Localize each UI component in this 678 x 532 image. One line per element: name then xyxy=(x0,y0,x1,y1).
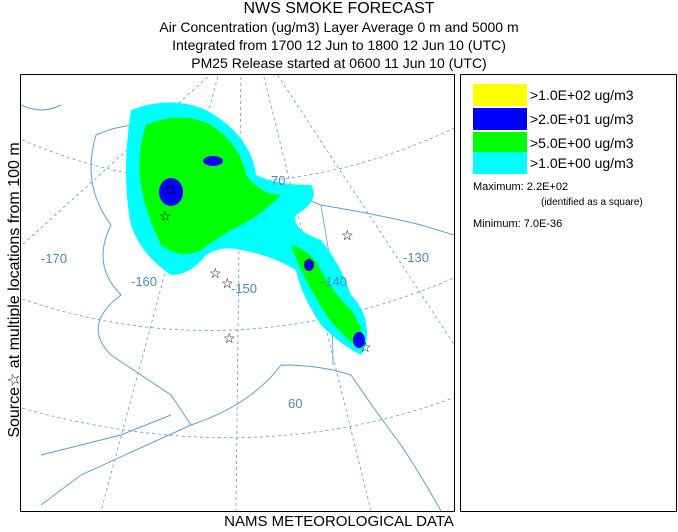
title: NWS SMOKE FORECAST xyxy=(243,0,435,17)
legend-label: >1.0E+02 ug/m3 xyxy=(530,87,634,103)
coast-aleutians xyxy=(40,414,172,456)
source-marker-icon: ☆ xyxy=(303,255,316,271)
lat-label-60: 60 xyxy=(288,396,303,411)
legend-swatch xyxy=(473,84,527,106)
coast-siberia xyxy=(21,104,62,111)
smoke-area-high-4 xyxy=(304,259,314,271)
map-panel: -170 -160 -150 -140 -130 70 60 ☆ ☆ ☆ ☆ ☆… xyxy=(20,74,455,512)
legend-label: >1.0E+00 ug/m3 xyxy=(530,155,634,171)
subtitle-release: PM25 Release started at 0600 11 Jun 10 (… xyxy=(191,55,487,71)
subtitle-integration: Integrated from 1700 12 Jun to 1800 12 J… xyxy=(172,37,506,53)
smoke-area-high-1 xyxy=(159,178,183,206)
longitude-line-160 xyxy=(100,75,219,511)
legend-item: >1.0E+00 ug/m3 xyxy=(473,152,673,174)
legend-item: >2.0E+01 ug/m3 xyxy=(473,108,673,130)
legend-label: >5.0E+00 ug/m3 xyxy=(530,135,634,151)
lon-label-170: -170 xyxy=(41,251,68,266)
legend-panel: >1.0E+02 ug/m3 >2.0E+01 ug/m3 >5.0E+00 u… xyxy=(460,74,677,512)
maximum-note: (identified as a square) xyxy=(541,197,643,208)
legend-swatch xyxy=(473,152,527,174)
lon-label-130: -130 xyxy=(403,250,430,265)
source-marker-icon: ☆ xyxy=(221,275,234,291)
map-svg xyxy=(21,75,454,511)
coast-west-alaska xyxy=(40,134,192,506)
legend-swatch xyxy=(473,108,527,130)
footer-data-source: NAMS METEOROLOGICAL DATA xyxy=(224,513,454,530)
maximum-value: Maximum: 2.2E+02 xyxy=(473,181,569,193)
minimum-value: Minimum: 7.0E-36 xyxy=(473,218,563,230)
source-marker-icon: ☆ xyxy=(223,330,236,346)
legend-swatch xyxy=(473,132,527,154)
legend-label: >2.0E+01 ug/m3 xyxy=(530,111,634,127)
source-marker-icon: ☆ xyxy=(359,339,372,355)
legend-item: >1.0E+02 ug/m3 xyxy=(473,84,673,106)
lat-label-70: 70 xyxy=(271,173,286,188)
coast-south-alaska xyxy=(190,364,442,511)
subtitle-concentration: Air Concentration (ug/m3) Layer Average … xyxy=(159,19,519,35)
source-marker-icon: ☆ xyxy=(341,227,354,243)
lon-label-150: -150 xyxy=(231,281,258,296)
longitude-line-130 xyxy=(277,75,454,346)
source-marker-icon: ☆ xyxy=(209,265,222,281)
lon-label-160: -160 xyxy=(131,274,158,289)
smoke-plume xyxy=(126,102,367,355)
smoke-area-mid xyxy=(139,117,281,254)
source-marker-icon: ☆ xyxy=(159,208,172,224)
latitude-line-60 xyxy=(21,397,454,439)
longitude-line-170 xyxy=(21,75,211,247)
smoke-area-mid-east xyxy=(291,245,363,350)
legend-item: >5.0E+00 ug/m3 xyxy=(473,132,673,154)
latitude-line-65 xyxy=(21,277,454,331)
smoke-maximum-square xyxy=(166,186,174,194)
lon-label-140: -140 xyxy=(321,274,348,289)
smoke-area-high-2 xyxy=(203,156,223,166)
smoke-area-high-3 xyxy=(353,332,365,348)
